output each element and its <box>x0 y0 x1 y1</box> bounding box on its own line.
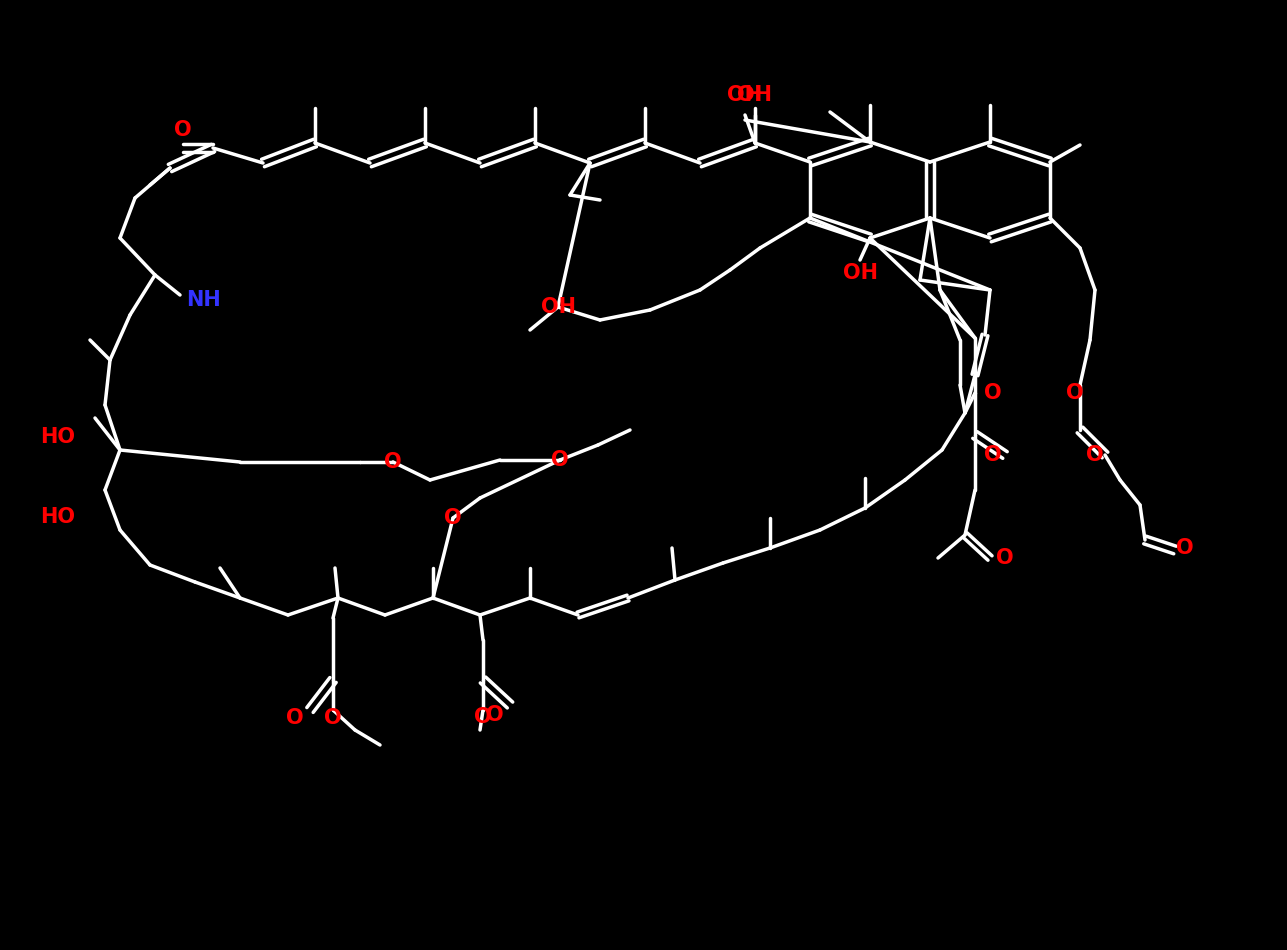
Text: OH: OH <box>541 297 575 317</box>
Text: O: O <box>985 383 1001 403</box>
Text: O: O <box>174 120 192 140</box>
Text: NH: NH <box>187 290 221 310</box>
Text: O: O <box>985 445 1001 465</box>
Text: O: O <box>324 708 342 728</box>
Text: HO: HO <box>40 427 75 447</box>
Text: O: O <box>486 705 503 725</box>
Text: O: O <box>1066 383 1084 403</box>
Text: O: O <box>444 508 462 528</box>
Text: O: O <box>286 708 304 728</box>
Text: O: O <box>551 450 569 470</box>
Text: O: O <box>996 548 1014 568</box>
Text: O: O <box>1176 538 1194 558</box>
Text: OH: OH <box>843 263 878 283</box>
Text: HO: HO <box>40 507 75 527</box>
Text: O: O <box>474 707 492 727</box>
Text: O: O <box>1086 445 1104 465</box>
Text: OH: OH <box>737 85 772 105</box>
Text: O: O <box>385 452 402 472</box>
Text: OH: OH <box>727 85 762 105</box>
